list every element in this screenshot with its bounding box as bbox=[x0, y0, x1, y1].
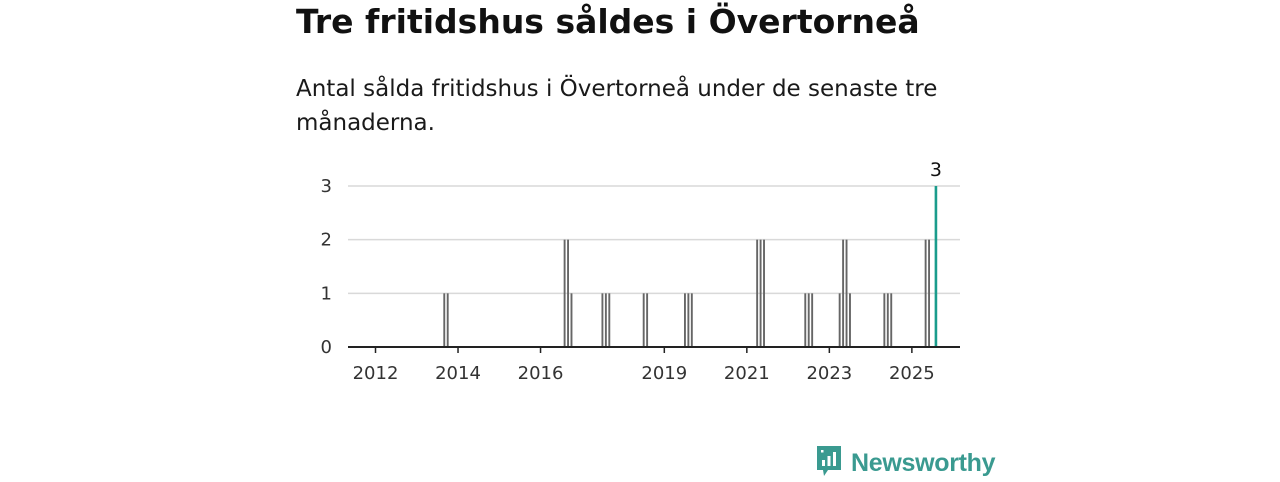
bar bbox=[838, 293, 841, 347]
bar bbox=[756, 239, 759, 347]
bar bbox=[567, 239, 569, 347]
x-tick-label: 2021 bbox=[724, 363, 770, 384]
bar bbox=[443, 293, 446, 347]
page-subtitle: Antal sålda fritidshus i Övertorneå unde… bbox=[296, 76, 938, 136]
bar bbox=[924, 239, 927, 347]
bar bbox=[928, 239, 931, 347]
page-title: Tre fritidshus såldes i Övertorneå bbox=[296, 2, 920, 41]
bar bbox=[608, 293, 611, 347]
bar bbox=[570, 293, 573, 347]
x-tick-label: 2014 bbox=[435, 363, 481, 384]
bar bbox=[690, 293, 693, 347]
bar bbox=[759, 239, 762, 347]
x-tick-label: 2025 bbox=[889, 363, 935, 384]
brand-logo[interactable]: Newsworthy bbox=[815, 444, 996, 482]
x-tick-label: 2023 bbox=[806, 363, 852, 384]
y-tick-label: 3 bbox=[321, 176, 332, 197]
newsworthy-logo-icon bbox=[815, 444, 843, 482]
y-tick-label: 2 bbox=[321, 230, 332, 251]
bar bbox=[604, 293, 607, 347]
bar bbox=[563, 239, 566, 347]
bar bbox=[687, 293, 690, 347]
bar bbox=[845, 239, 848, 347]
bar bbox=[646, 293, 649, 347]
bar bbox=[683, 293, 686, 347]
y-tick-label: 1 bbox=[321, 283, 332, 304]
bar bbox=[642, 293, 645, 347]
data-label: 3 bbox=[930, 159, 942, 181]
bar bbox=[842, 239, 845, 347]
bar bbox=[804, 293, 807, 347]
x-tick-label: 2012 bbox=[353, 363, 399, 384]
bar bbox=[811, 293, 814, 347]
bar bbox=[883, 293, 886, 347]
bar bbox=[763, 239, 765, 347]
bar-highlight bbox=[934, 186, 938, 347]
y-tick-label: 0 bbox=[321, 337, 332, 358]
bar bbox=[807, 293, 810, 347]
bar bbox=[849, 293, 851, 347]
bar bbox=[890, 293, 893, 347]
bar bbox=[886, 293, 889, 347]
brand-name: Newsworthy bbox=[851, 448, 996, 477]
x-tick-label: 2016 bbox=[518, 363, 564, 384]
x-tick-label: 2019 bbox=[641, 363, 687, 384]
bar bbox=[601, 293, 604, 347]
bar-chart: 0 1 2 3 3 2012 2014 2016 2019 2021 2023 2025 bbox=[321, 159, 960, 384]
bar bbox=[446, 293, 449, 347]
